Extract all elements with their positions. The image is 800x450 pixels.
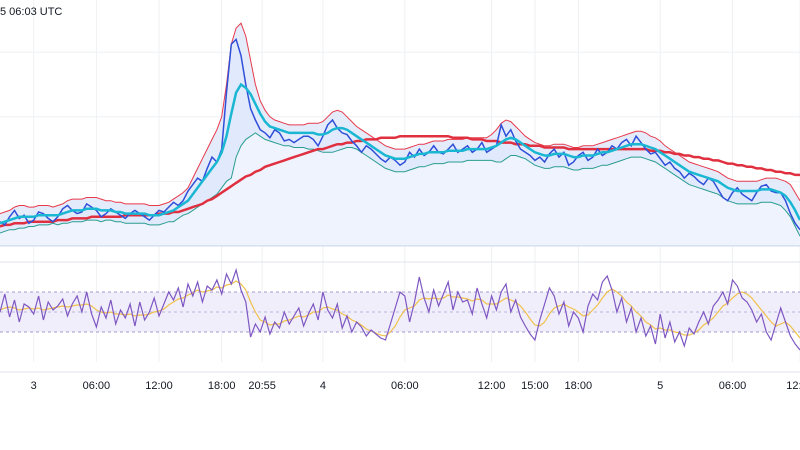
x-tick-label: 5 [657,380,663,392]
oscillator-line [0,267,800,351]
slow-ma-line [0,134,800,228]
x-tick-label: 18:00 [565,380,593,392]
x-tick-label: 3 [31,380,37,392]
x-tick-label: 12:00 [478,380,506,392]
x-tick-label: 12:00 [145,380,173,392]
x-tick-label: 18:00 [208,380,236,392]
x-tick-label: 06:00 [719,380,747,392]
price-line [0,37,800,231]
x-tick-label: 06:00 [391,380,419,392]
x-tick-label: 06:00 [83,380,111,392]
x-tick-label: 15:00 [521,380,549,392]
band-upper-line [0,22,800,215]
x-tick-label: 12:00 [786,380,800,392]
oscillator-signal-line [0,280,800,339]
x-tick-label: 20:55 [248,380,276,392]
x-tick-label: 4 [320,380,326,392]
band-lower-line [0,132,800,237]
timestamp-label: 5 06:03 UTC [0,6,63,18]
fast-ma-line [0,82,800,225]
